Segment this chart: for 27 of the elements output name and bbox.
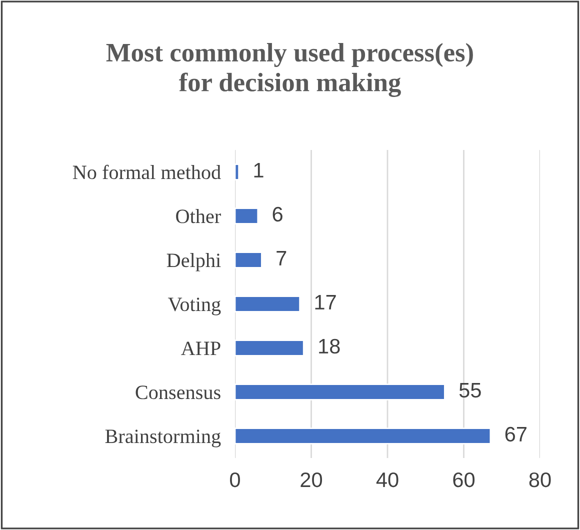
y-tick-label: Delphi <box>166 253 221 272</box>
bar <box>235 252 262 268</box>
x-tick-label: 80 <box>529 472 551 488</box>
bar <box>235 428 492 444</box>
data-label: 18 <box>319 338 340 354</box>
bar <box>235 164 240 180</box>
y-tick-label: AHP <box>181 342 220 355</box>
x-tick-label: 60 <box>453 472 475 488</box>
bar <box>235 384 446 400</box>
bar <box>235 208 259 224</box>
data-label: 17 <box>315 295 336 310</box>
data-label: 55 <box>459 383 481 398</box>
data-label: 6 <box>272 206 282 222</box>
y-tick-label: Other <box>176 209 221 224</box>
data-label: 1 <box>254 163 264 178</box>
y-tick-label: No formal method <box>72 164 221 180</box>
bar <box>235 296 301 312</box>
y-tick-label: Voting <box>168 298 221 316</box>
data-label: 7 <box>276 251 286 266</box>
x-tick-label: 20 <box>300 472 322 488</box>
chart-title: Most commonly used process(es) for decision making <box>106 43 473 97</box>
bar <box>235 340 304 356</box>
x-tick-label: 40 <box>376 472 398 488</box>
y-tick-label: Brainstorming <box>105 430 221 448</box>
x-tick-label: 0 <box>230 472 240 488</box>
y-tick-label: Consensus <box>136 386 220 400</box>
data-label: 67 <box>505 426 526 442</box>
